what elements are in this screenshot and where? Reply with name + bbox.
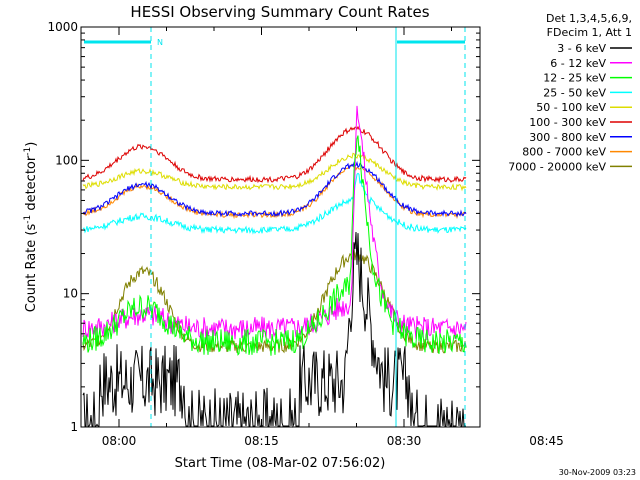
x-tick-label: 08:00: [102, 434, 137, 448]
series-line: [82, 172, 467, 235]
y-label-sup2: -1: [23, 147, 33, 156]
y-tick-label: 10: [63, 287, 78, 301]
legend-header-2: FDecim 1, Att 1: [547, 26, 632, 39]
x-axis-label: Start Time (08-Mar-02 07:56:02): [175, 456, 386, 471]
legend-label: 25 - 50 keV: [543, 86, 606, 99]
legend-label: 7000 - 20000 keV: [508, 160, 606, 173]
legend-label: 50 - 100 keV: [536, 101, 606, 114]
series-line: [82, 125, 467, 184]
series-layer: [82, 105, 467, 428]
y-tick-label: 1000: [47, 20, 78, 34]
series-line: [82, 248, 467, 354]
legend-label: 3 - 6 keV: [557, 42, 606, 55]
x-tick-label: 08:15: [244, 434, 279, 448]
legend-label: 6 - 12 keV: [550, 57, 606, 70]
y-label-end: ): [24, 142, 39, 147]
series-line: [82, 152, 467, 192]
series-line: [82, 160, 467, 218]
y-tick-label: 1: [70, 420, 78, 434]
marker-layer: N: [84, 27, 466, 427]
axis-layer: 08:0008:1508:3008:4509:0009:1509:3011010…: [47, 20, 564, 448]
legend-label: 100 - 300 keV: [529, 116, 606, 129]
y-label-sup1: -1: [23, 215, 33, 224]
series-line: [82, 135, 467, 356]
plot-frame: [80, 26, 481, 428]
timestamp: 30-Nov-2009 03:23: [559, 468, 636, 477]
x-tick-label: 08:45: [529, 434, 564, 448]
y-label-main: Count Rate (s: [24, 224, 39, 313]
legend-label: 800 - 7000 keV: [522, 146, 606, 159]
series-line: [82, 231, 466, 428]
y-axis-label: Count Rate (s-1 detector-1): [23, 142, 39, 313]
legend-label: 300 - 800 keV: [529, 131, 606, 144]
legend: Det 1,3,4,5,6,9, FDecim 1, Att 1 3 - 6 k…: [508, 12, 632, 173]
y-label-mid: detector: [24, 155, 39, 215]
x-tick-label: 08:30: [387, 434, 422, 448]
chart-title: HESSI Observing Summary Count Rates: [130, 3, 429, 21]
series-line: [82, 105, 467, 341]
legend-label: 12 - 25 keV: [543, 72, 606, 85]
legend-header-1: Det 1,3,4,5,6,9,: [546, 12, 632, 25]
y-tick-label: 100: [55, 153, 78, 167]
night-marker-label: N: [157, 38, 163, 47]
